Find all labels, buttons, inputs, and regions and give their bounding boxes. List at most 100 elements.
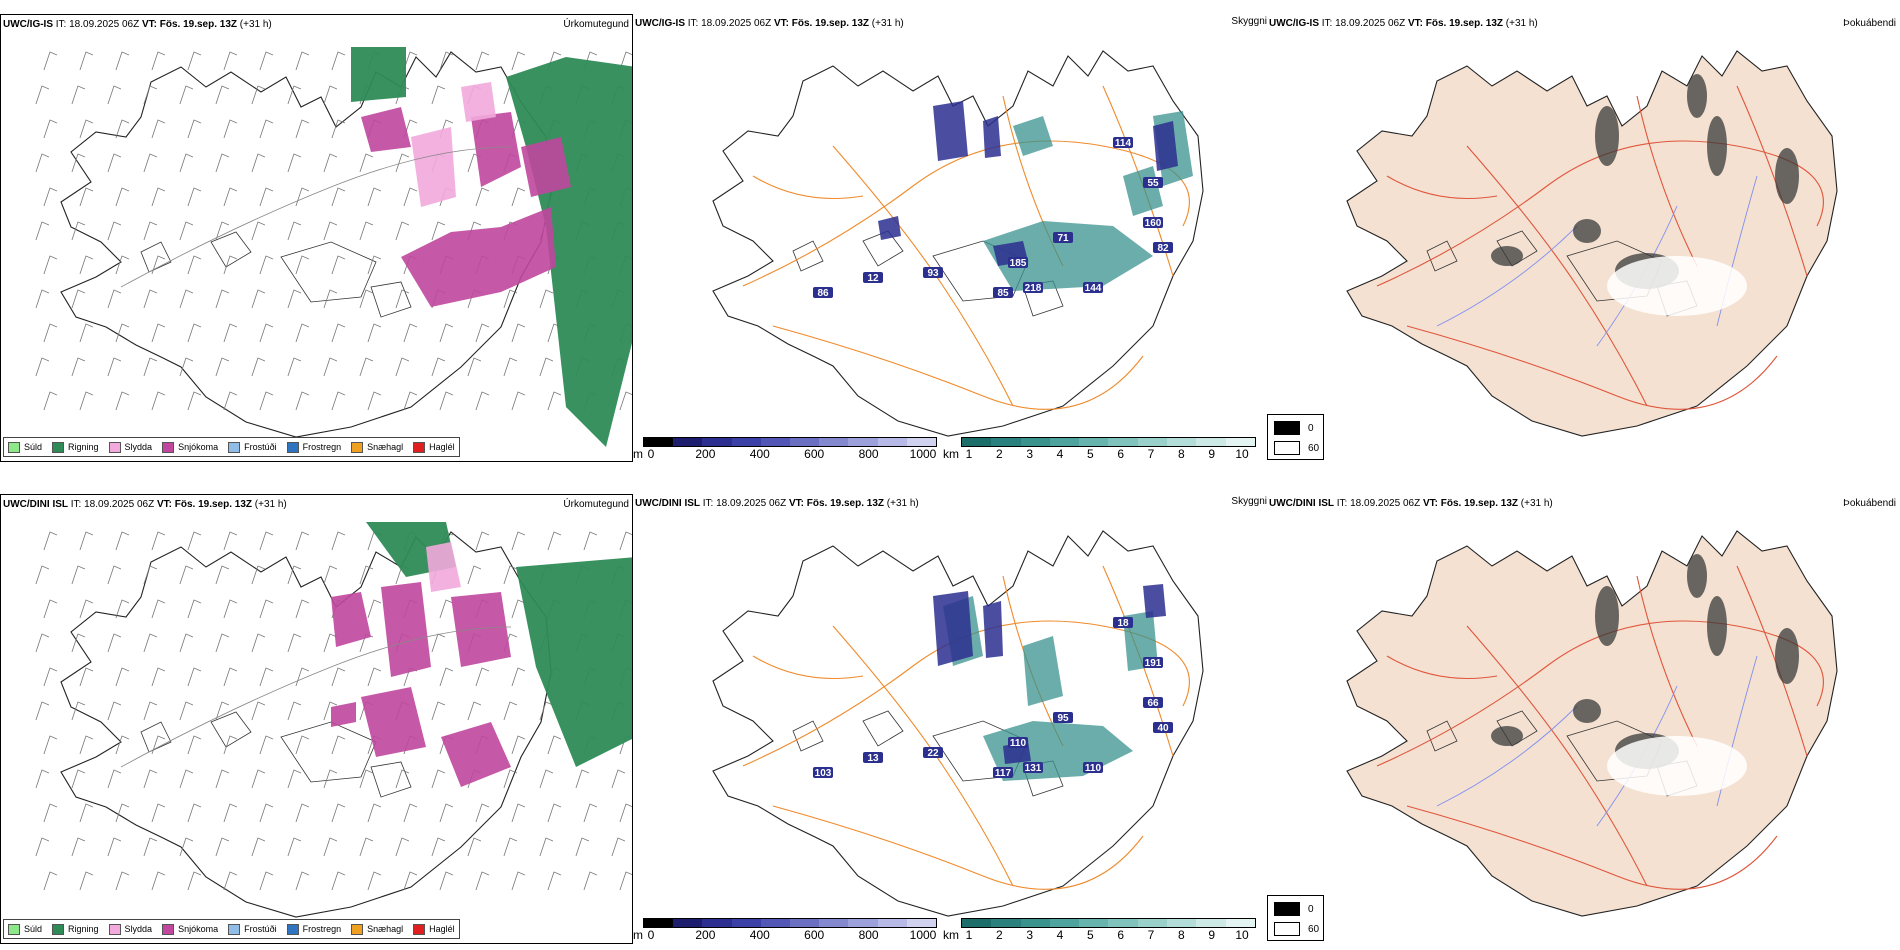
road-line (1736, 85, 1808, 277)
legend-item: Frostúði (228, 923, 277, 935)
panel-title-fog: Þokuábendi (1843, 498, 1896, 509)
cloud-base-label-bg (993, 767, 1013, 778)
wind-barb (115, 323, 130, 343)
wind-barb (107, 221, 122, 241)
wind-barb (259, 531, 274, 551)
wind-barb (215, 289, 230, 309)
wind-barb (331, 391, 346, 411)
fog-legend-item: 0 (1274, 421, 1314, 435)
colorbar-segment (673, 919, 703, 927)
wind-barb (295, 667, 310, 687)
snow-area (331, 702, 356, 727)
glacier-outline (370, 761, 412, 798)
colorbar-segment (790, 919, 820, 927)
wind-barb (223, 323, 238, 343)
colorbar-tick-label: 600 (804, 447, 825, 461)
wind-barb (331, 255, 346, 275)
wind-barb (439, 803, 454, 823)
cloud-base-label-bg (1008, 737, 1028, 748)
road-line (1386, 175, 1498, 200)
wind-barb (431, 85, 446, 105)
colorbar-tick-label: 9 (1208, 447, 1215, 461)
wind-barb (179, 565, 194, 585)
colorbar-segment (1049, 919, 1080, 927)
fog-signal-area (1491, 246, 1523, 266)
wind-barb (547, 803, 562, 823)
colorbar-segment (760, 919, 791, 927)
wind-barb (107, 633, 122, 653)
colorbar-tick-label: 0 (647, 447, 655, 461)
colorbar-segment (1167, 919, 1197, 927)
road-line (1636, 95, 1698, 267)
colorbar-segment (1196, 438, 1226, 446)
wind-barb (143, 701, 158, 721)
wind-barb (151, 391, 166, 411)
wind-barb (251, 769, 266, 789)
colorbar-tick-label: 1000 (909, 928, 937, 942)
wind-barb (575, 769, 590, 789)
wind-barb (367, 187, 382, 207)
ceiling-strip (643, 918, 937, 928)
wind-barb (431, 769, 446, 789)
colorbar-segment (790, 438, 820, 446)
colorbar-tick-label: 400 (749, 447, 770, 461)
colorbar-segment (906, 438, 937, 446)
low-ceiling-area (933, 101, 968, 161)
wind-barb (179, 837, 194, 857)
wind-barb (151, 187, 166, 207)
legend-item: Snjókoma (162, 441, 218, 453)
wind-barb (251, 289, 266, 309)
wind-barb (259, 599, 274, 619)
iceland-coastline (1346, 530, 1838, 917)
legend-item: Snæhagl (351, 923, 403, 935)
wind-barb (215, 153, 230, 173)
legend-swatch (52, 923, 65, 935)
wind-barb (187, 51, 202, 71)
wind-barb (215, 565, 230, 585)
wind-barb (35, 565, 50, 585)
colorbar-tick-label: 3 (1026, 928, 1033, 942)
colorbar-segment (962, 919, 992, 927)
wind-barb (439, 667, 454, 687)
wind-barb (503, 289, 518, 309)
colorbar-tick-label: 2 (995, 447, 1003, 461)
wind-barb (179, 153, 194, 173)
wind-barb (475, 531, 490, 551)
wind-barb (43, 531, 58, 551)
wind-barb (323, 565, 338, 585)
wind-barb (395, 221, 410, 241)
legend-swatch (351, 441, 364, 453)
legend-swatch (108, 441, 121, 453)
wind-barb (71, 221, 86, 241)
wind-barb (439, 51, 454, 71)
wind-barb (287, 221, 302, 241)
wind-barb (259, 803, 274, 823)
wind-barb (583, 871, 598, 891)
wind-barb (35, 85, 50, 105)
wind-barb (583, 803, 598, 823)
wind-barb (115, 51, 130, 71)
colorbar-segment (1079, 438, 1109, 446)
colorbar-tick-label: 1000 (909, 447, 937, 461)
legend-swatch (228, 923, 241, 935)
cloud-base-label-bg (1053, 232, 1073, 243)
wind-barb (287, 153, 302, 173)
snow-area (381, 582, 431, 677)
colorbar-segment (644, 919, 674, 927)
fog-signal-area (1595, 586, 1619, 646)
wind-barb (151, 255, 166, 275)
wind-barb (43, 51, 58, 71)
wind-barb (331, 667, 346, 687)
colorbar-segment (991, 919, 1021, 927)
wind-barb (115, 871, 130, 891)
wind-barb (187, 323, 202, 343)
low-visibility-area (1023, 636, 1063, 706)
wind-barb (79, 803, 94, 823)
wind-barb (547, 391, 562, 411)
wind-barb (187, 391, 202, 411)
wind-barb (151, 803, 166, 823)
colorbar-segment (1049, 438, 1080, 446)
cloud-panel-row2: 13 103 22 117 131 110 110 95 191 66 40 18 UWC/DINI … (633, 494, 1267, 944)
fog-map-row2 (1346, 530, 1838, 917)
wind-barb (223, 391, 238, 411)
